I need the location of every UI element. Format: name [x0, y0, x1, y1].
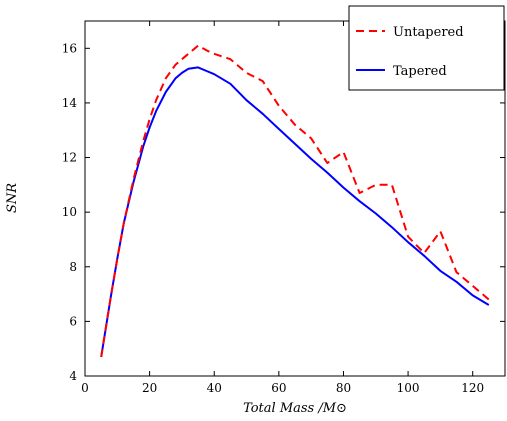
axis-tick-labels: 0 20 40 60 80 100 120 4 6 8 10 12 14 16 [62, 41, 484, 395]
x-tick-label: 100 [397, 381, 420, 395]
x-axis-label: Total Mass /M⊙ [243, 401, 347, 416]
legend-box [348, 5, 505, 91]
y-tick-label: 12 [62, 151, 77, 165]
y-tick-label: 16 [62, 41, 77, 55]
x-tick-label: 40 [207, 381, 222, 395]
y-tick-label: 10 [62, 205, 77, 219]
series-line-untapered [100, 44, 490, 358]
series-layer [100, 44, 490, 358]
y-tick-label: 14 [62, 96, 78, 110]
legend: Untapered Tapered [348, 5, 505, 91]
x-tick-label: 20 [142, 381, 157, 395]
x-tick-label: 60 [271, 381, 286, 395]
y-tick-label: 4 [69, 369, 77, 383]
x-tick-label: 120 [461, 381, 484, 395]
x-tick-label: 80 [336, 381, 351, 395]
series-line-tapered [100, 66, 490, 358]
y-tick-label: 8 [69, 260, 77, 274]
legend-label-tapered: Tapered [393, 64, 447, 79]
x-tick-label: 0 [81, 381, 89, 395]
legend-label-untapered: Untapered [393, 25, 464, 40]
plot-frame [84, 20, 506, 377]
y-axis-label: SNR [5, 183, 20, 213]
y-tick-label: 6 [69, 314, 77, 328]
